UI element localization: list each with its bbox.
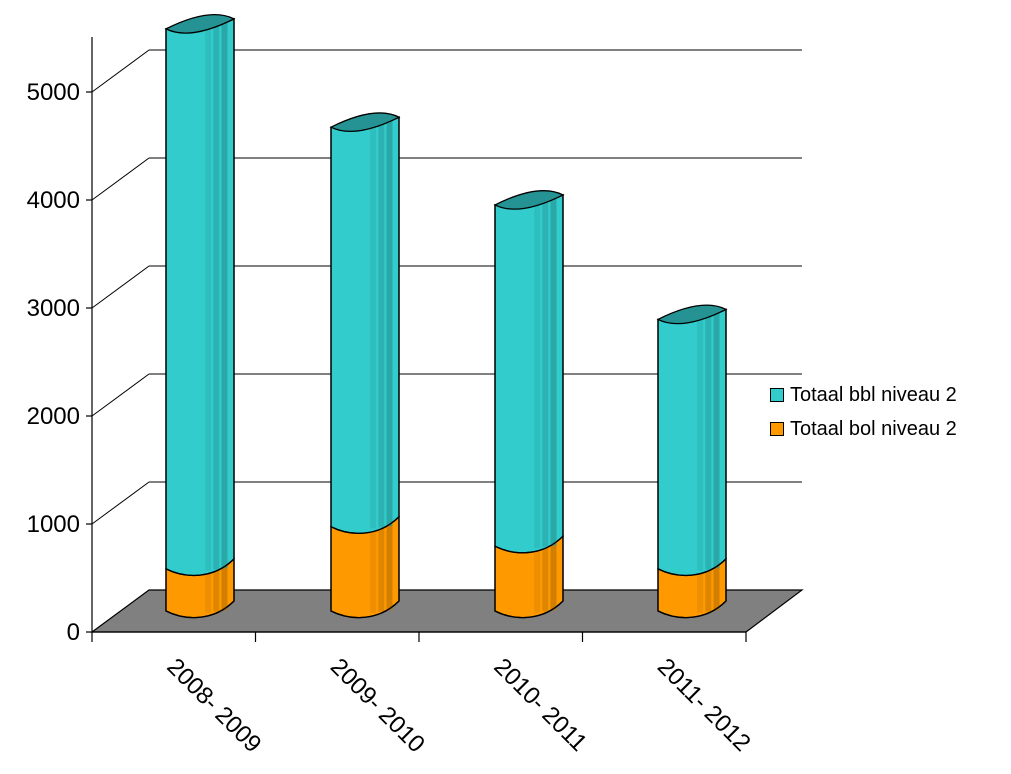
bar-bbl-2-top <box>329 112 401 132</box>
gridline-depth <box>91 265 150 309</box>
x-category-label: 2011- 2012 <box>652 653 756 757</box>
bars <box>164 14 728 619</box>
axes <box>86 37 747 642</box>
bar-bbl-4 <box>656 304 728 577</box>
bar-bbl-1 <box>164 14 236 577</box>
legend-item-bbl: Totaal bbl niveau 2 <box>770 378 957 412</box>
x-category-label: 2010- 2011 <box>489 653 593 757</box>
gridline-depth <box>91 481 150 525</box>
gridline-depth <box>91 157 150 201</box>
y-tick-label: 1000 <box>27 511 80 538</box>
x-category-label: 2008- 2009 <box>162 653 267 758</box>
legend-swatch-bbl <box>770 388 784 402</box>
legend: Totaal bbl niveau 2 Totaal bol niveau 2 <box>770 378 957 446</box>
y-tick-label: 4000 <box>27 187 80 214</box>
gridline-depth <box>91 373 150 417</box>
gridline-depth <box>91 49 150 93</box>
y-tick-label: 2000 <box>27 403 80 430</box>
y-tick-label: 3000 <box>27 295 80 322</box>
legend-swatch-bol <box>770 422 784 436</box>
bar-bbl-2 <box>329 112 401 534</box>
bar-bbl-3 <box>493 190 565 554</box>
legend-item-bol: Totaal bol niveau 2 <box>770 412 957 446</box>
bar-bol-3 <box>494 535 564 619</box>
bar-bbl-4-top <box>656 304 728 325</box>
x-category-label: 2009- 2010 <box>325 653 430 758</box>
bar-bol-2 <box>330 515 400 619</box>
y-tick-label: 0 <box>67 619 80 646</box>
bar-bbl-1-top <box>164 14 236 34</box>
y-tick-label: 5000 <box>27 79 80 106</box>
legend-label-bol: Totaal bol niveau 2 <box>790 417 957 440</box>
bar-bbl-3-top <box>493 190 565 210</box>
legend-label-bbl: Totaal bbl niveau 2 <box>790 383 957 406</box>
